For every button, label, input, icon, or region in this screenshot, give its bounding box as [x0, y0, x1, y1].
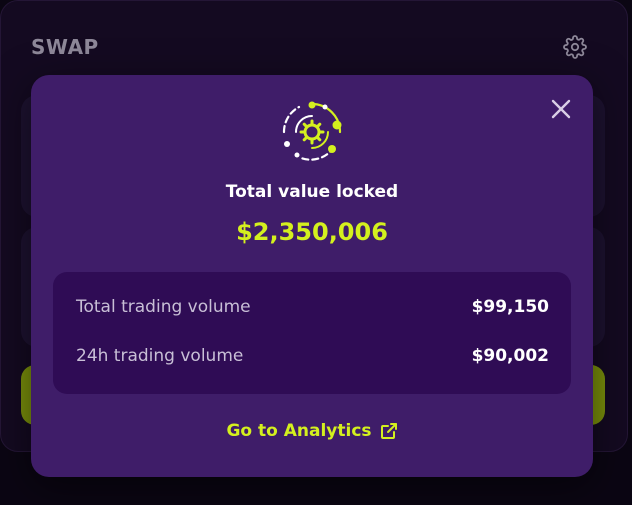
analytics-link-label: Go to Analytics — [226, 421, 372, 441]
tvl-value: $2,350,006 — [236, 218, 388, 246]
stat-row-24h-volume: 24h trading volume $90,002 — [76, 346, 549, 366]
stat-label: Total trading volume — [76, 297, 251, 317]
tvl-modal: Total value locked $2,350,006 Total trad… — [31, 75, 593, 477]
stat-value: $99,150 — [471, 297, 549, 317]
tvl-label: Total value locked — [225, 182, 399, 202]
stat-label: 24h trading volume — [76, 346, 244, 366]
external-link-icon — [380, 422, 398, 440]
swap-title: SWAP — [31, 35, 99, 59]
go-to-analytics-link[interactable]: Go to Analytics — [31, 421, 593, 441]
tvl-orbit-gear-icon — [279, 99, 345, 165]
trading-stats: Total trading volume $99,150 24h trading… — [53, 272, 571, 394]
stat-row-total-volume: Total trading volume $99,150 — [76, 297, 549, 317]
gear-icon[interactable] — [563, 35, 587, 59]
stat-value: $90,002 — [471, 346, 549, 366]
close-icon[interactable] — [547, 95, 575, 123]
